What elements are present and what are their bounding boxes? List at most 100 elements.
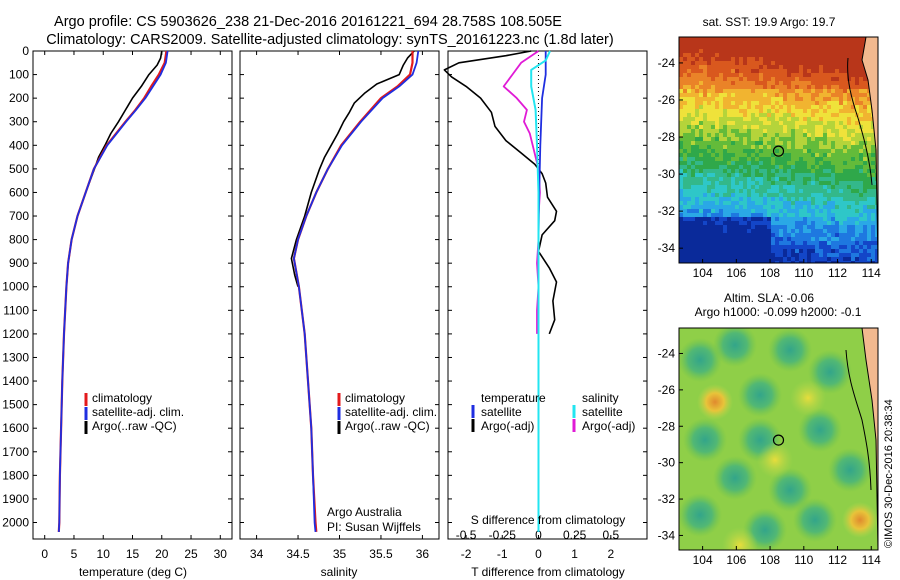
- sst-cell: [679, 113, 684, 118]
- salinity-annotation-line2: PI: Susan Wijffels: [327, 520, 421, 534]
- sst-cell: [687, 49, 692, 54]
- sst-map-frame: [678, 36, 879, 264]
- sst-cell: [859, 221, 864, 226]
- sst-cell: [727, 133, 732, 138]
- sst-cell: [707, 261, 712, 263]
- sst-cell: [839, 185, 844, 190]
- sst-cell: [723, 85, 728, 90]
- sst-cell: [775, 101, 780, 106]
- sst-cell: [819, 145, 824, 150]
- sst-cell: [803, 41, 808, 46]
- sst-cell: [759, 253, 764, 258]
- sst-cell: [867, 241, 872, 246]
- sst-cell: [827, 153, 832, 158]
- sst-cell: [695, 77, 700, 82]
- sst-cell: [835, 245, 840, 250]
- sst-cell: [735, 145, 740, 150]
- sst-cell: [707, 249, 712, 254]
- sst-cell: [859, 133, 864, 138]
- sst-cell: [827, 101, 832, 106]
- sst-cell: [835, 125, 840, 130]
- sst-cell: [807, 137, 812, 142]
- sst-cell: [719, 121, 724, 126]
- sst-cell: [791, 65, 796, 70]
- sst-cell: [759, 229, 764, 234]
- sst-argo-location-marker: [772, 145, 785, 157]
- sst-cell: [859, 101, 864, 106]
- sst-cell: [723, 137, 728, 142]
- sst-cell: [707, 85, 712, 90]
- sst-cell: [799, 261, 804, 263]
- sst-cell: [855, 61, 860, 66]
- sst-cell: [703, 69, 708, 74]
- sst-cell: [747, 225, 752, 230]
- sst-cell: [795, 209, 800, 214]
- sst-cell: [727, 205, 732, 210]
- map-x-tick-label: 112: [828, 553, 847, 567]
- sst-cell: [695, 161, 700, 166]
- sla-coast-contour: [845, 349, 872, 491]
- sst-cell: [783, 53, 788, 58]
- sst-cell: [719, 253, 724, 258]
- sst-cell: [783, 49, 788, 54]
- sst-cell: [763, 137, 768, 142]
- sst-cell: [855, 117, 860, 122]
- map-x-tick-label: 110: [794, 266, 813, 280]
- sst-cell: [763, 89, 768, 94]
- sst-cell: [743, 133, 748, 138]
- sst-cell: [731, 125, 736, 130]
- sst-cell: [739, 193, 744, 198]
- sst-cell: [755, 57, 760, 62]
- sst-cell: [819, 173, 824, 178]
- sst-cell: [747, 77, 752, 82]
- sst-cell: [735, 85, 740, 90]
- sst-cell: [815, 193, 820, 198]
- sla-blob: [828, 448, 872, 492]
- sst-cell: [747, 233, 752, 238]
- sst-cell: [711, 245, 716, 250]
- sst-cell: [771, 233, 776, 238]
- sst-cell: [807, 169, 812, 174]
- sst-cell: [843, 113, 848, 118]
- sst-cell: [855, 205, 860, 210]
- sst-cell: [863, 81, 868, 86]
- sst-cell: [811, 261, 816, 263]
- sst-cell: [775, 257, 780, 262]
- sst-cell: [771, 181, 776, 186]
- sst-cell: [803, 237, 808, 242]
- sst-cell: [683, 125, 688, 130]
- sst-cell: [875, 233, 878, 238]
- sst-cell: [767, 233, 772, 238]
- sst-cell: [815, 37, 820, 42]
- sst-cell: [763, 149, 768, 154]
- sst-cell: [843, 93, 848, 98]
- sst-cell: [687, 129, 692, 134]
- sst-cell: [719, 173, 724, 178]
- sst-cell: [767, 41, 772, 46]
- sst-cell: [795, 121, 800, 126]
- sst-cell: [711, 197, 716, 202]
- sst-cell: [855, 73, 860, 78]
- sst-cell: [687, 153, 692, 158]
- sst-cell: [831, 197, 836, 202]
- sst-cell: [871, 129, 876, 134]
- sst-cell: [855, 217, 860, 222]
- sst-cell: [751, 225, 756, 230]
- sst-cell: [723, 153, 728, 158]
- sst-cell: [767, 77, 772, 82]
- sst-cell: [691, 197, 696, 202]
- sst-cell: [827, 229, 832, 234]
- sst-cell: [715, 237, 720, 242]
- sst-cell: [819, 153, 824, 158]
- sst-cell: [763, 85, 768, 90]
- sst-cell: [695, 201, 700, 206]
- sst-cell: [683, 185, 688, 190]
- sst-cell: [739, 53, 744, 58]
- sst-cell: [731, 181, 736, 186]
- sst-cell: [823, 193, 828, 198]
- sst-cell: [743, 245, 748, 250]
- sst-cell: [771, 53, 776, 58]
- sst-cell: [851, 41, 856, 46]
- sst-cell: [747, 49, 752, 54]
- sst-cell: [687, 61, 692, 66]
